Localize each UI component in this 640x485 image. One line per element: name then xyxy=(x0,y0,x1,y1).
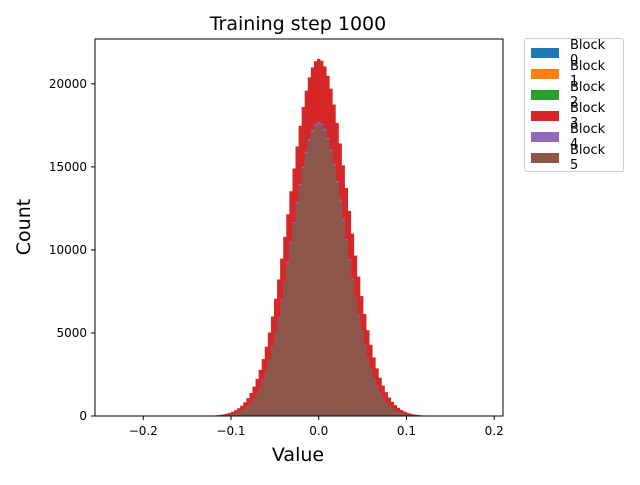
histogram-bar xyxy=(262,380,265,416)
histogram-bar xyxy=(360,331,363,416)
histogram-bar xyxy=(249,403,252,416)
y-axis-ticks: 0 5000 10000 15000 20000 xyxy=(49,77,95,423)
legend-swatch xyxy=(531,132,559,142)
x-tick-label: 0.1 xyxy=(397,424,416,438)
x-tick-label: 0.0 xyxy=(309,424,328,438)
y-tick-label: 10000 xyxy=(49,243,87,257)
histogram-bar xyxy=(345,240,348,416)
histogram-bar xyxy=(357,315,360,416)
histogram-bar xyxy=(363,345,366,416)
histogram-bar xyxy=(394,410,397,416)
y-tick-label: 5000 xyxy=(56,326,87,340)
histogram-bar xyxy=(274,333,277,416)
legend-swatch xyxy=(531,90,559,100)
histogram-bar xyxy=(265,370,268,416)
histogram-bar xyxy=(381,398,384,416)
histogram-bar xyxy=(256,394,259,416)
histogram-bar xyxy=(326,139,329,416)
legend-swatch xyxy=(531,48,559,58)
histogram-bar xyxy=(332,166,335,416)
histogram-bar xyxy=(280,301,283,416)
histogram-bar xyxy=(259,387,262,416)
y-axis-label: Count xyxy=(13,199,35,255)
histogram-bar xyxy=(246,406,249,416)
histogram-bar xyxy=(378,393,381,416)
y-tick-label: 15000 xyxy=(49,160,87,174)
legend-item: Block 5 xyxy=(531,147,617,168)
histogram-bar xyxy=(268,360,271,416)
legend-swatch xyxy=(531,111,559,121)
x-tick-label: −0.2 xyxy=(129,424,158,438)
histogram-bar xyxy=(329,151,332,416)
histogram-bar xyxy=(289,243,292,416)
histogram-bar xyxy=(366,358,369,416)
histogram-bar xyxy=(277,318,280,416)
histogram-bar xyxy=(335,182,338,416)
histogram-bar xyxy=(302,168,305,416)
histogram-bar xyxy=(372,378,375,416)
histogram-bar xyxy=(388,406,391,416)
legend-swatch xyxy=(531,153,559,163)
x-tick-label: −0.1 xyxy=(216,424,245,438)
histogram-bar xyxy=(323,131,326,416)
histogram-bar xyxy=(283,282,286,416)
histogram-bar xyxy=(305,153,308,416)
histogram-bars xyxy=(210,59,431,416)
histogram-bar xyxy=(286,263,289,416)
histogram-bar xyxy=(299,185,302,416)
histogram-bar xyxy=(240,411,243,416)
histogram-bar xyxy=(314,126,317,416)
chart-title: Training step 1000 xyxy=(209,13,387,35)
histogram-bar xyxy=(253,399,256,416)
y-tick-label: 0 xyxy=(79,409,87,423)
histogram-bar xyxy=(237,412,240,416)
histogram-bar xyxy=(308,141,311,416)
histogram-bar xyxy=(320,125,323,416)
histogram-bar xyxy=(397,412,400,416)
x-axis-label: Value xyxy=(272,444,324,466)
histogram-bar xyxy=(369,369,372,416)
histogram-bar xyxy=(351,279,354,416)
histogram-bar xyxy=(354,298,357,416)
histogram-bar xyxy=(385,402,388,416)
y-tick-label: 20000 xyxy=(49,77,87,91)
x-axis-ticks: −0.2 −0.1 0.0 0.1 0.2 xyxy=(129,416,504,438)
x-tick-label: 0.2 xyxy=(485,424,504,438)
histogram-bar xyxy=(348,260,351,416)
series-5-bars xyxy=(216,124,422,416)
histogram-bar xyxy=(342,220,345,416)
histogram-bar xyxy=(295,203,298,416)
legend: Block 0 Block 1 Block 2 Block 3 Block 4 … xyxy=(524,38,624,172)
histogram-bar xyxy=(243,409,246,416)
legend-swatch xyxy=(531,69,559,79)
legend-label: Block 5 xyxy=(570,143,617,173)
histogram-bar xyxy=(271,347,274,416)
histogram-bar xyxy=(317,124,320,416)
histogram-bar xyxy=(375,386,378,416)
histogram-bar xyxy=(338,201,341,416)
histogram-bar xyxy=(391,408,394,416)
histogram-bar xyxy=(311,132,314,416)
histogram-bar xyxy=(292,223,295,416)
